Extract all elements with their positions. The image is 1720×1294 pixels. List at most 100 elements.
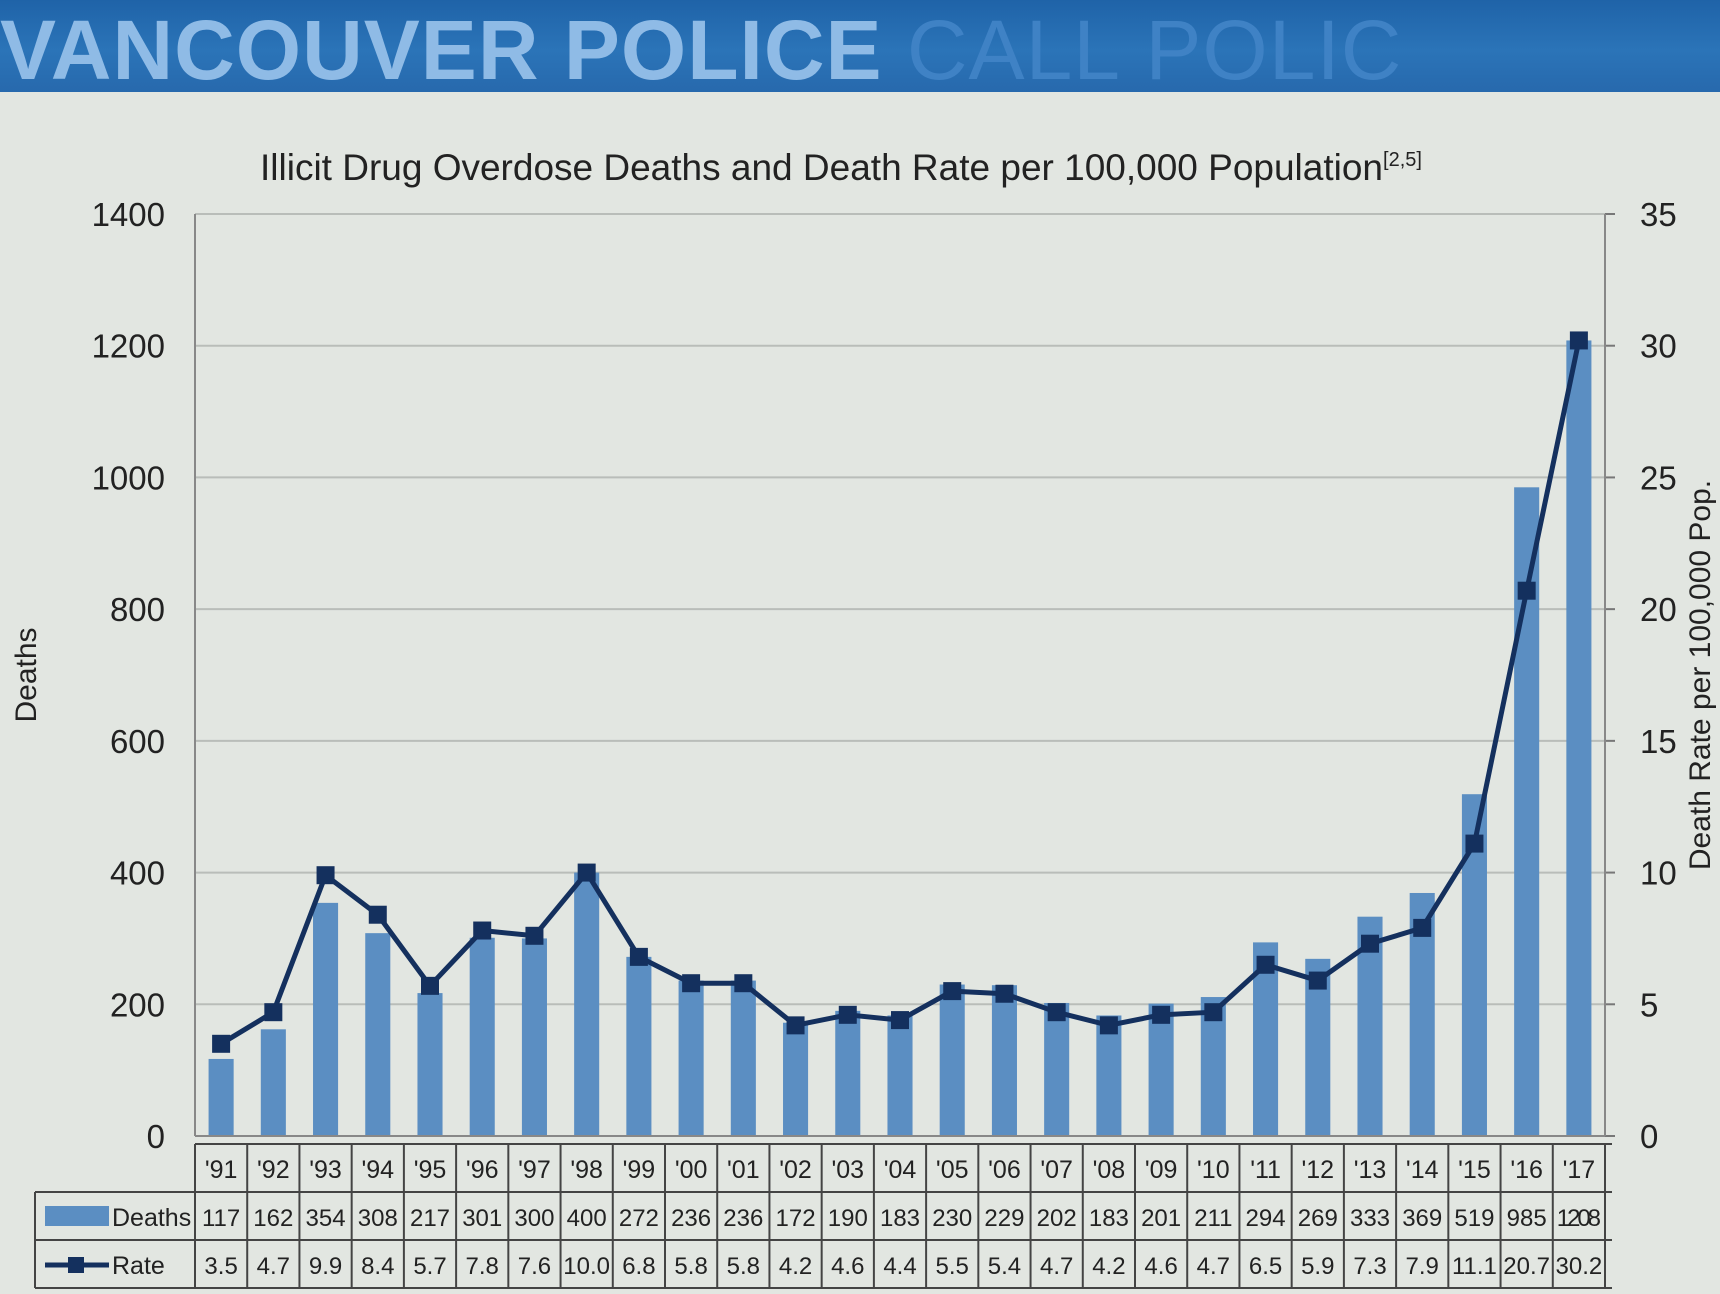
x-tick-label: '08 bbox=[1093, 1156, 1126, 1184]
legend-rate-marker bbox=[68, 1257, 84, 1273]
banner-title: VANCOUVER POLICE bbox=[0, 3, 883, 92]
deaths-bar bbox=[365, 933, 391, 1136]
x-tick-label: '94 bbox=[361, 1156, 394, 1184]
x-tick-label: '12 bbox=[1301, 1156, 1334, 1184]
x-tick-label: '96 bbox=[466, 1156, 499, 1184]
x-tick-label: '11 bbox=[1250, 1156, 1281, 1184]
deaths-data-label: 183 bbox=[880, 1205, 920, 1232]
rate-point bbox=[1152, 1005, 1171, 1024]
slide: Illicit Drug Overdose Deaths and Death R… bbox=[0, 92, 1720, 1294]
header-banner: VANCOUVER POLICE CALL POLIC bbox=[0, 0, 1720, 92]
rate-point bbox=[1256, 955, 1275, 974]
x-tick-label: '05 bbox=[936, 1156, 969, 1184]
rate-data-label: 5.5 bbox=[936, 1253, 969, 1280]
rate-point bbox=[1465, 834, 1484, 853]
y2-tick-label: 20 bbox=[1640, 591, 1677, 628]
x-tick-label: '07 bbox=[1040, 1156, 1073, 1184]
rate-data-label: 11.1 bbox=[1452, 1253, 1497, 1280]
rate-point bbox=[891, 1011, 909, 1030]
gridlines bbox=[195, 213, 1605, 1137]
deaths-data-label: 217 bbox=[410, 1205, 450, 1232]
y2-tick-label: 15 bbox=[1640, 723, 1677, 760]
rate-point bbox=[577, 863, 596, 882]
deaths-bar bbox=[991, 985, 1017, 1136]
deaths-data-label: 354 bbox=[306, 1205, 346, 1232]
chart-title-main: Illicit Drug Overdose Deaths and Death R… bbox=[260, 147, 1383, 188]
deaths-data-label: 301 bbox=[462, 1205, 502, 1232]
rate-data-label: 7.6 bbox=[518, 1253, 551, 1280]
deaths-bar bbox=[730, 980, 756, 1136]
rate-point bbox=[629, 947, 648, 966]
deaths-bar bbox=[887, 1015, 913, 1136]
deaths-bar bbox=[521, 938, 547, 1136]
rate-data-label: 10.0 bbox=[563, 1253, 610, 1280]
deaths-bar bbox=[313, 902, 339, 1136]
rate-point bbox=[264, 1003, 283, 1022]
x-tick-label: '99 bbox=[623, 1156, 656, 1184]
rate-point bbox=[525, 926, 544, 945]
y-tick-label: 400 bbox=[110, 855, 165, 892]
x-tick-label: '02 bbox=[779, 1156, 812, 1184]
x-tick-label: '01 bbox=[727, 1156, 760, 1184]
rate-data-label: 6.8 bbox=[622, 1253, 655, 1280]
deaths-data-label: 183 bbox=[1089, 1205, 1129, 1232]
rate-data-label: 4.7 bbox=[1197, 1253, 1230, 1280]
y2-tick-label: 25 bbox=[1640, 459, 1677, 496]
rate-data-label: 4.2 bbox=[1092, 1253, 1125, 1280]
deaths-data-label: 985 bbox=[1507, 1205, 1547, 1232]
y-axis-title: Deaths bbox=[10, 627, 43, 722]
x-tick-label: '04 bbox=[884, 1156, 917, 1184]
deaths-data-label: 117 bbox=[202, 1205, 240, 1232]
rate-point bbox=[995, 984, 1014, 1003]
y2-axis-title: Death Rate per 100,000 Pop. bbox=[1684, 480, 1717, 870]
y-tick-label: 1400 bbox=[92, 196, 165, 233]
banner-logo-text: VANCOUVER POLICE CALL POLIC bbox=[0, 8, 1402, 92]
rate-point bbox=[1204, 1003, 1223, 1022]
rate-data-label: 4.6 bbox=[1144, 1253, 1177, 1280]
rate-data-label: 5.8 bbox=[674, 1253, 707, 1280]
data-table: '91 117 3.5 '92 162 4.7 '93 354 9.9 '94 308 8.4 '95 2… bbox=[34, 1143, 1612, 1289]
rate-point bbox=[212, 1034, 231, 1053]
rate-data-label: 7.8 bbox=[466, 1253, 499, 1280]
rate-point bbox=[1517, 581, 1536, 600]
deaths-data-label: 272 bbox=[619, 1205, 659, 1232]
deaths-data-label: 229 bbox=[984, 1205, 1024, 1232]
rate-data-label: 20.7 bbox=[1503, 1253, 1550, 1280]
y-tick-label: 800 bbox=[110, 591, 165, 628]
rate-point bbox=[1569, 331, 1588, 350]
deaths-data-label: 236 bbox=[671, 1205, 711, 1232]
banner-call: CALL bbox=[906, 3, 1122, 92]
y-tick-label: 600 bbox=[110, 723, 165, 760]
deaths-bar bbox=[417, 993, 443, 1136]
x-tick-label: '93 bbox=[309, 1156, 342, 1184]
rate-point bbox=[316, 866, 335, 885]
deaths-bar bbox=[1044, 1002, 1070, 1136]
rate-point bbox=[473, 921, 492, 940]
rate-line bbox=[212, 331, 1588, 1053]
x-tick-label: '03 bbox=[831, 1156, 864, 1184]
rate-point bbox=[1413, 918, 1432, 937]
rate-data-label: 5.8 bbox=[727, 1253, 760, 1280]
x-tick-label: '06 bbox=[988, 1156, 1021, 1184]
rate-data-label: 4.6 bbox=[831, 1253, 864, 1280]
rate-point bbox=[1308, 971, 1327, 990]
rate-point bbox=[734, 974, 753, 993]
legend-deaths-swatch bbox=[45, 1206, 109, 1226]
deaths-data-label: 300 bbox=[514, 1205, 554, 1232]
rate-data-label: 4.2 bbox=[779, 1253, 812, 1280]
deaths-bar bbox=[626, 956, 652, 1136]
x-tick-label: '16 bbox=[1510, 1156, 1543, 1184]
y2-tick-label: 0 bbox=[1640, 1118, 1658, 1155]
deaths-data-label: 308 bbox=[358, 1205, 398, 1232]
rate-data-label: 7.3 bbox=[1353, 1253, 1386, 1280]
x-tick-label: '00 bbox=[675, 1156, 708, 1184]
x-tick-label: '95 bbox=[414, 1156, 447, 1184]
legend-deaths-label: Deaths bbox=[112, 1204, 191, 1232]
rate-data-label: 4.7 bbox=[1040, 1253, 1073, 1280]
deaths-data-label: 236 bbox=[723, 1205, 763, 1232]
deaths-bar bbox=[835, 1010, 861, 1136]
y2-tick-label: 5 bbox=[1640, 986, 1658, 1023]
x-tick-label: '98 bbox=[570, 1156, 603, 1184]
deaths-data-label: 294 bbox=[1246, 1205, 1286, 1232]
deaths-bar bbox=[1357, 916, 1383, 1136]
